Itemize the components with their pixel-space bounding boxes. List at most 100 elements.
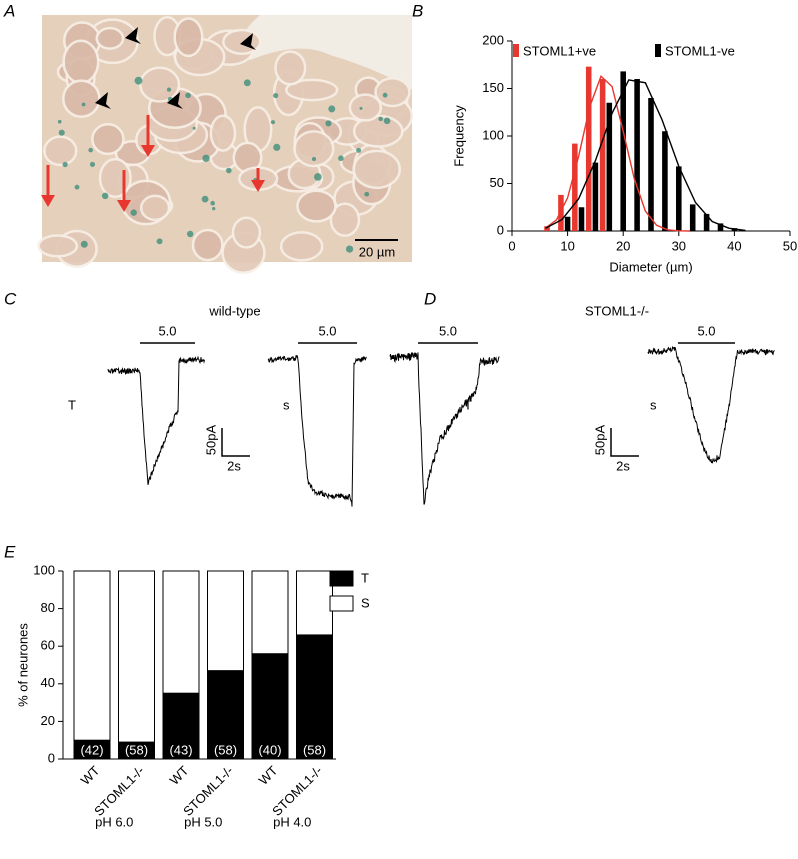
cell bbox=[98, 157, 132, 199]
histogram-bar bbox=[689, 204, 696, 231]
scale-x-label: 2s bbox=[616, 458, 630, 473]
legend-label: T bbox=[361, 570, 369, 585]
stain bbox=[156, 238, 163, 245]
n-label: (58) bbox=[125, 742, 148, 757]
stain bbox=[338, 155, 344, 162]
stain bbox=[81, 102, 86, 107]
stain bbox=[378, 116, 383, 122]
scale-bar bbox=[221, 428, 250, 457]
stain bbox=[270, 120, 276, 125]
histogram-bar bbox=[676, 166, 682, 231]
legend-swatch bbox=[513, 44, 519, 57]
trace-label: s bbox=[283, 397, 290, 412]
stain bbox=[243, 79, 251, 87]
bar-segment bbox=[162, 570, 200, 694]
group-label: pH 4.0 bbox=[273, 814, 311, 829]
y-tick-label: 0 bbox=[48, 750, 55, 765]
histogram-bar bbox=[620, 71, 626, 232]
stain bbox=[57, 119, 62, 124]
stain bbox=[134, 76, 143, 85]
x-tick-label: 0 bbox=[508, 238, 515, 253]
stain bbox=[212, 207, 216, 211]
cell bbox=[95, 26, 125, 50]
bar-segment bbox=[73, 570, 111, 741]
y-tick-label: 100 bbox=[33, 562, 55, 577]
panel-label: E bbox=[4, 542, 16, 561]
histogram-bar bbox=[599, 79, 606, 231]
stain bbox=[201, 195, 209, 203]
x-tick-label: 40 bbox=[727, 238, 741, 253]
cell bbox=[62, 39, 100, 85]
n-label: (58) bbox=[214, 742, 237, 757]
stain bbox=[273, 92, 279, 99]
y-tick-label: 60 bbox=[41, 638, 55, 653]
cell bbox=[352, 149, 402, 190]
cell bbox=[279, 231, 324, 262]
histogram-bar bbox=[606, 102, 613, 231]
scale-x-label: 2s bbox=[227, 458, 241, 473]
y-tick-label: 80 bbox=[41, 600, 55, 615]
stain bbox=[311, 156, 317, 162]
current-trace bbox=[267, 354, 367, 507]
bar-segment bbox=[296, 570, 333, 636]
cell bbox=[173, 17, 204, 58]
stain bbox=[186, 230, 194, 238]
y-tick-label: 100 bbox=[482, 127, 504, 142]
cell bbox=[37, 234, 79, 258]
y-tick-label: 40 bbox=[41, 675, 55, 690]
scale-bar-label: 20 µm bbox=[359, 244, 395, 259]
bar-segment bbox=[118, 570, 155, 743]
stain bbox=[202, 154, 210, 162]
histogram-bar bbox=[717, 223, 724, 231]
legend-swatch bbox=[329, 570, 354, 587]
y-tick-label: 50 bbox=[490, 175, 504, 190]
cell bbox=[191, 228, 224, 262]
trace-title: STOML1-/- bbox=[585, 303, 649, 318]
bar-segment bbox=[207, 570, 244, 672]
scale-bar bbox=[610, 428, 639, 457]
histogram-bar bbox=[572, 143, 578, 231]
legend-label: STOML1+ve bbox=[523, 43, 596, 58]
bar-segment bbox=[251, 570, 289, 655]
arrowhead bbox=[125, 27, 141, 44]
bar-segment bbox=[296, 634, 333, 760]
y-axis-title: % of neurones bbox=[15, 623, 30, 707]
cell bbox=[374, 77, 411, 108]
arrowhead bbox=[240, 33, 256, 50]
stain bbox=[88, 147, 93, 153]
trace-title: wild-type bbox=[208, 303, 260, 318]
arrow bbox=[141, 145, 155, 157]
cell bbox=[274, 50, 307, 86]
arrow bbox=[117, 200, 131, 212]
x-tick-label: 10 bbox=[560, 238, 574, 253]
n-label: (43) bbox=[169, 742, 192, 757]
stain bbox=[101, 192, 109, 200]
legend-label: S bbox=[361, 595, 370, 610]
cell bbox=[348, 93, 383, 122]
arrowhead bbox=[95, 92, 111, 109]
arrowhead bbox=[167, 92, 183, 109]
cell bbox=[285, 78, 339, 102]
micrograph bbox=[37, 15, 414, 274]
stain bbox=[356, 147, 362, 153]
stain bbox=[58, 129, 65, 136]
fit-curve bbox=[544, 74, 690, 232]
cell bbox=[209, 114, 237, 152]
histogram-bar bbox=[585, 66, 592, 232]
cell bbox=[91, 123, 125, 156]
cell bbox=[222, 28, 262, 55]
stain bbox=[364, 191, 370, 197]
y-tick-label: 0 bbox=[497, 222, 504, 237]
x-axis-title: Diameter (µm) bbox=[609, 259, 692, 274]
stain bbox=[130, 209, 137, 216]
stain bbox=[62, 161, 68, 168]
cell bbox=[139, 194, 171, 222]
stain bbox=[226, 167, 232, 174]
arrow bbox=[251, 180, 265, 192]
stain bbox=[345, 245, 354, 253]
y-tick-label: 20 bbox=[41, 713, 55, 728]
trace-label: T bbox=[68, 397, 76, 412]
group-label: pH 5.0 bbox=[184, 814, 222, 829]
histogram-bar bbox=[544, 226, 550, 231]
